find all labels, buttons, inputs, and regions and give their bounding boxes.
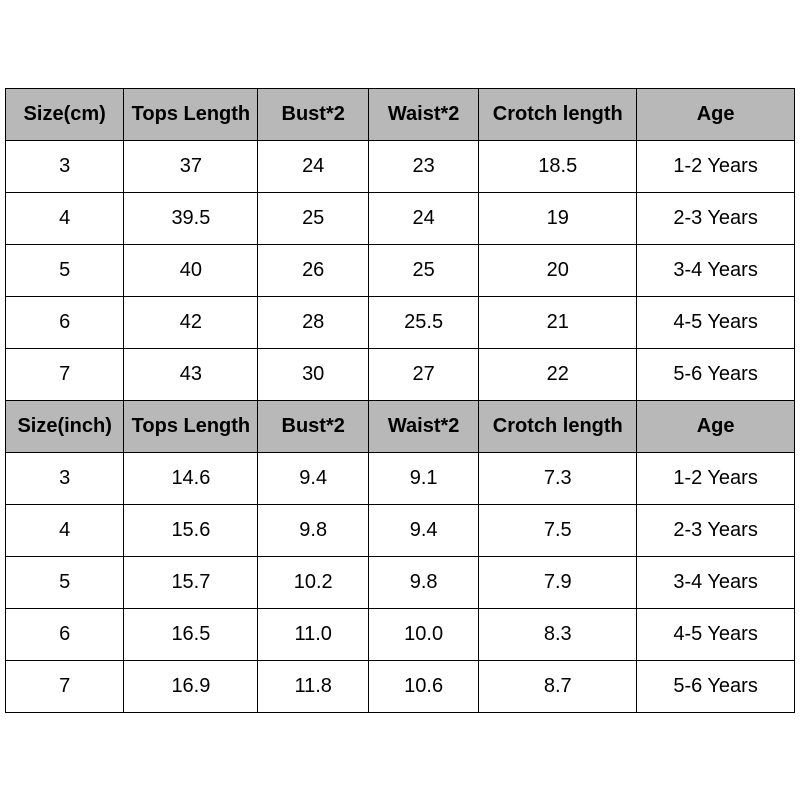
- table-row: 5 40 26 25 20 3-4 Years: [6, 244, 795, 296]
- table-row: 5 15.7 10.2 9.8 7.9 3-4 Years: [6, 556, 795, 608]
- header-crotch-cm: Crotch length: [479, 88, 637, 140]
- cell-tops: 42: [124, 296, 258, 348]
- header-crotch-inch: Crotch length: [479, 400, 637, 452]
- cell-waist: 25: [368, 244, 478, 296]
- cell-age: 2-3 Years: [637, 504, 795, 556]
- cell-tops: 37: [124, 140, 258, 192]
- cell-tops: 43: [124, 348, 258, 400]
- size-chart-container: Size(cm) Tops Length Bust*2 Waist*2 Crot…: [5, 88, 795, 713]
- cell-waist: 10.6: [368, 660, 478, 712]
- cell-size: 7: [6, 660, 124, 712]
- table-row: 7 16.9 11.8 10.6 8.7 5-6 Years: [6, 660, 795, 712]
- table-row: 7 43 30 27 22 5-6 Years: [6, 348, 795, 400]
- cell-bust: 26: [258, 244, 368, 296]
- cell-tops: 39.5: [124, 192, 258, 244]
- cell-size: 6: [6, 608, 124, 660]
- cell-age: 1-2 Years: [637, 140, 795, 192]
- header-tops-length-inch: Tops Length: [124, 400, 258, 452]
- table-row: 6 16.5 11.0 10.0 8.3 4-5 Years: [6, 608, 795, 660]
- cell-age: 4-5 Years: [637, 296, 795, 348]
- cell-age: 2-3 Years: [637, 192, 795, 244]
- table-row: 4 15.6 9.8 9.4 7.5 2-3 Years: [6, 504, 795, 556]
- cell-age: 3-4 Years: [637, 244, 795, 296]
- cell-waist: 25.5: [368, 296, 478, 348]
- cell-bust: 9.4: [258, 452, 368, 504]
- cell-waist: 27: [368, 348, 478, 400]
- cell-tops: 16.9: [124, 660, 258, 712]
- cell-waist: 10.0: [368, 608, 478, 660]
- header-row-cm: Size(cm) Tops Length Bust*2 Waist*2 Crot…: [6, 88, 795, 140]
- cell-tops: 15.7: [124, 556, 258, 608]
- cell-waist: 9.8: [368, 556, 478, 608]
- cell-bust: 11.0: [258, 608, 368, 660]
- cell-size: 4: [6, 192, 124, 244]
- header-size-cm: Size(cm): [6, 88, 124, 140]
- cell-crotch: 21: [479, 296, 637, 348]
- cell-age: 3-4 Years: [637, 556, 795, 608]
- cell-crotch: 7.5: [479, 504, 637, 556]
- header-waist-inch: Waist*2: [368, 400, 478, 452]
- cell-bust: 11.8: [258, 660, 368, 712]
- cell-tops: 15.6: [124, 504, 258, 556]
- cell-waist: 9.4: [368, 504, 478, 556]
- cell-waist: 24: [368, 192, 478, 244]
- cell-size: 6: [6, 296, 124, 348]
- header-bust-inch: Bust*2: [258, 400, 368, 452]
- cell-bust: 28: [258, 296, 368, 348]
- cell-tops: 40: [124, 244, 258, 296]
- cell-waist: 23: [368, 140, 478, 192]
- header-bust-cm: Bust*2: [258, 88, 368, 140]
- cell-size: 5: [6, 556, 124, 608]
- table-row: 4 39.5 25 24 19 2-3 Years: [6, 192, 795, 244]
- table-row: 6 42 28 25.5 21 4-5 Years: [6, 296, 795, 348]
- header-tops-length-cm: Tops Length: [124, 88, 258, 140]
- cell-size: 4: [6, 504, 124, 556]
- size-chart-table: Size(cm) Tops Length Bust*2 Waist*2 Crot…: [5, 88, 795, 713]
- table-row: 3 37 24 23 18.5 1-2 Years: [6, 140, 795, 192]
- header-waist-cm: Waist*2: [368, 88, 478, 140]
- cell-size: 7: [6, 348, 124, 400]
- cell-size: 3: [6, 140, 124, 192]
- header-row-inch: Size(inch) Tops Length Bust*2 Waist*2 Cr…: [6, 400, 795, 452]
- cell-waist: 9.1: [368, 452, 478, 504]
- cell-size: 5: [6, 244, 124, 296]
- header-age-cm: Age: [637, 88, 795, 140]
- header-age-inch: Age: [637, 400, 795, 452]
- cell-tops: 14.6: [124, 452, 258, 504]
- cell-bust: 24: [258, 140, 368, 192]
- cell-tops: 16.5: [124, 608, 258, 660]
- cell-crotch: 8.7: [479, 660, 637, 712]
- cell-age: 1-2 Years: [637, 452, 795, 504]
- table-row: 3 14.6 9.4 9.1 7.3 1-2 Years: [6, 452, 795, 504]
- cell-age: 5-6 Years: [637, 660, 795, 712]
- cell-crotch: 20: [479, 244, 637, 296]
- cell-crotch: 7.3: [479, 452, 637, 504]
- cell-crotch: 18.5: [479, 140, 637, 192]
- cell-bust: 30: [258, 348, 368, 400]
- cell-bust: 9.8: [258, 504, 368, 556]
- cell-crotch: 8.3: [479, 608, 637, 660]
- cell-crotch: 7.9: [479, 556, 637, 608]
- cell-age: 4-5 Years: [637, 608, 795, 660]
- cell-size: 3: [6, 452, 124, 504]
- header-size-inch: Size(inch): [6, 400, 124, 452]
- cell-crotch: 22: [479, 348, 637, 400]
- cell-age: 5-6 Years: [637, 348, 795, 400]
- cell-crotch: 19: [479, 192, 637, 244]
- cell-bust: 25: [258, 192, 368, 244]
- cell-bust: 10.2: [258, 556, 368, 608]
